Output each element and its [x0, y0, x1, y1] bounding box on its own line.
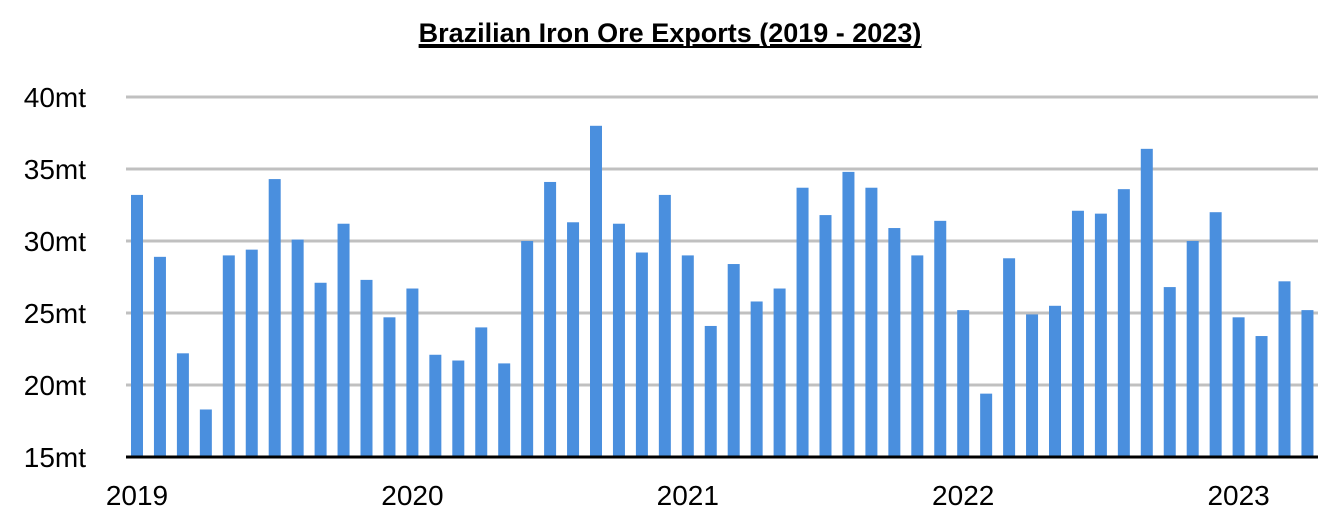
bar [681, 255, 694, 457]
bar [498, 363, 511, 457]
bar [360, 279, 373, 457]
x-axis-ticks: 2019 2020 2021 2022 2023 [106, 480, 1270, 511]
bar [1186, 241, 1199, 457]
bar [773, 288, 786, 457]
bar [521, 241, 534, 457]
bar [268, 179, 281, 457]
bar [1255, 336, 1268, 457]
bar [1278, 281, 1291, 457]
bar [819, 215, 832, 457]
y-tick-label: 40mt [24, 82, 86, 113]
gridlines [126, 95, 1318, 387]
bar [176, 353, 189, 457]
bar [291, 239, 304, 457]
bar [1140, 148, 1153, 457]
bar [1117, 189, 1130, 457]
bar [612, 223, 625, 457]
bar [544, 181, 557, 457]
bar [704, 325, 717, 457]
bar [1003, 258, 1016, 457]
bar [429, 354, 442, 457]
bar [1163, 287, 1176, 457]
bar [131, 194, 143, 458]
bar [796, 187, 809, 457]
bar [934, 220, 947, 457]
bar [842, 171, 855, 457]
x-tick-label: 2021 [657, 480, 719, 511]
bar [658, 194, 671, 458]
bar [911, 255, 924, 457]
bar [750, 301, 763, 457]
bar [980, 393, 993, 457]
bar [888, 228, 901, 457]
y-axis-ticks: 15mt 20mt 25mt 30mt 35mt 40mt [24, 82, 86, 473]
x-tick-label: 2023 [1207, 480, 1269, 511]
bar [475, 327, 488, 457]
bar [1094, 213, 1107, 457]
bar [957, 310, 970, 457]
y-tick-label: 30mt [24, 226, 86, 257]
bar [1026, 314, 1039, 457]
bar [1071, 210, 1084, 457]
bar [337, 223, 350, 457]
bar [199, 409, 212, 457]
bar [1301, 310, 1314, 457]
bar [590, 125, 602, 458]
bar [153, 256, 166, 457]
bar [1232, 317, 1245, 457]
bar [406, 288, 419, 457]
y-tick-label: 25mt [24, 298, 86, 329]
bar [383, 317, 396, 457]
bar [245, 249, 258, 457]
bar [635, 252, 648, 457]
bar [452, 360, 465, 457]
y-tick-label: 15mt [24, 442, 86, 473]
bar [314, 282, 327, 457]
bar [865, 187, 878, 457]
bar [727, 264, 740, 457]
bars [131, 125, 1314, 458]
y-tick-label: 35mt [24, 154, 86, 185]
bar [1209, 212, 1222, 457]
bar [567, 222, 580, 457]
bar [1049, 305, 1061, 457]
x-tick-label: 2022 [932, 480, 994, 511]
y-tick-label: 20mt [24, 370, 86, 401]
x-tick-label: 2019 [106, 480, 168, 511]
bar [222, 255, 235, 457]
x-tick-label: 2020 [381, 480, 443, 511]
chart-title: Brazilian Iron Ore Exports (2019 - 2023) [419, 18, 922, 48]
